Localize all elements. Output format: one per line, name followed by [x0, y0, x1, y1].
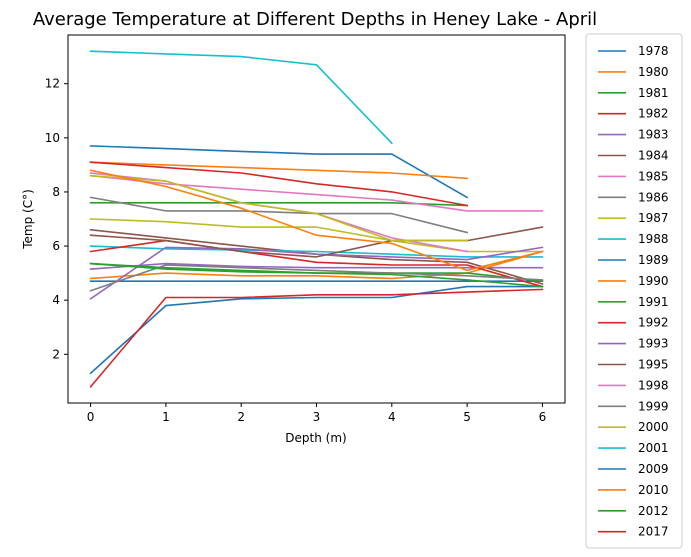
legend-item-1990: 1990: [598, 274, 669, 288]
series-line-2009: [89, 285, 544, 375]
legend-label: 2017: [638, 525, 669, 539]
chart-title: Average Temperature at Different Depths …: [33, 9, 597, 30]
legend-label: 1998: [638, 378, 669, 392]
legend-label: 1980: [638, 65, 669, 79]
legend-label: 1993: [638, 337, 669, 351]
legend-item-1991: 1991: [598, 295, 669, 309]
legend-item-1986: 1986: [598, 190, 669, 204]
legend-label: 1981: [638, 86, 669, 100]
plot-lines: [89, 50, 544, 388]
legend-label: 1990: [638, 274, 669, 288]
y-axis-label: Temp (C°): [21, 189, 35, 250]
legend-label: 1985: [638, 169, 669, 183]
y-tick-label: 2: [52, 347, 60, 361]
legend-item-1989: 1989: [598, 253, 669, 267]
series-line-1993: [89, 246, 544, 300]
x-axis-label: Depth (m): [285, 431, 346, 445]
y-tick-label: 12: [45, 77, 60, 91]
series-line-1985: [89, 174, 544, 212]
legend-label: 1988: [638, 232, 669, 246]
x-tick-label: 0: [87, 410, 95, 424]
legend-item-1982: 1982: [598, 107, 669, 121]
x-tick-label: 2: [237, 410, 245, 424]
series-line-1986: [89, 196, 469, 234]
series-line-2000: [89, 174, 468, 242]
legend-label: 2001: [638, 441, 669, 455]
legend-item-1978: 1978: [598, 44, 669, 58]
y-axis-ticks: 2 4 6 8 10 12: [45, 77, 68, 361]
x-tick-label: 6: [539, 410, 547, 424]
legend-item-2017: 2017: [598, 525, 669, 539]
y-tick-label: 6: [52, 239, 60, 253]
legend-label: 1992: [638, 316, 669, 330]
series-line-2010: [89, 169, 544, 272]
legend-label: 1989: [638, 253, 669, 267]
legend-item-1981: 1981: [598, 86, 669, 100]
legend-frame: [585, 33, 683, 549]
legend-label: 1987: [638, 211, 669, 225]
series-line-2001: [89, 50, 393, 145]
legend-label: 1983: [638, 128, 669, 142]
legend-item-1998: 1998: [598, 378, 669, 392]
plot-frame: [67, 34, 566, 404]
legend-label: 2010: [638, 483, 669, 497]
legend-label: 1999: [638, 399, 669, 413]
series-line-1999: [89, 264, 544, 292]
series-line-1980: [89, 161, 468, 180]
legend-item-2012: 2012: [598, 504, 669, 518]
legend-item-2009: 2009: [598, 462, 669, 476]
series-line-1981: [89, 202, 468, 207]
legend-item-1992: 1992: [598, 316, 669, 330]
y-tick-label: 10: [45, 131, 60, 145]
legend-item-1988: 1988: [598, 232, 669, 246]
x-tick-label: 4: [388, 410, 396, 424]
x-tick-label: 3: [313, 410, 321, 424]
legend-item-1993: 1993: [598, 337, 669, 351]
x-tick-label: 1: [162, 410, 170, 424]
series-line-1988: [89, 245, 544, 258]
legend-label: 2000: [638, 420, 669, 434]
legend-label: 1984: [638, 149, 669, 163]
series-line-1983: [89, 262, 544, 270]
legend-label: 2009: [638, 462, 669, 476]
legend-item-1995: 1995: [598, 358, 669, 372]
legend-item-1999: 1999: [598, 399, 669, 413]
legend-label: 1982: [638, 107, 669, 121]
legend-label: 1986: [638, 190, 669, 204]
legend-item-1980: 1980: [598, 65, 669, 79]
series-line-1978: [89, 145, 469, 199]
series-line-2012: [89, 262, 544, 288]
y-tick-label: 8: [52, 185, 60, 199]
legend-label: 1995: [638, 358, 669, 372]
legend-item-1984: 1984: [598, 149, 669, 163]
legend-item-2010: 2010: [598, 483, 669, 497]
x-axis-ticks: 0 1 2 3 4 5 6: [87, 403, 546, 424]
series-line-1982: [89, 161, 469, 207]
legend-item-2001: 2001: [598, 441, 669, 455]
legend-item-1983: 1983: [598, 128, 669, 142]
series-line-2017: [89, 288, 544, 388]
legend-label: 1978: [638, 44, 669, 58]
legend-item-2000: 2000: [598, 420, 669, 434]
legend: 1978 1980 1981 1982 1983 1984 1985 1986 1987 1988…: [598, 44, 669, 539]
legend-label: 2012: [638, 504, 669, 518]
x-tick-label: 5: [463, 410, 471, 424]
legend-item-1987: 1987: [598, 211, 669, 225]
legend-item-1985: 1985: [598, 169, 669, 183]
legend-label: 1991: [638, 295, 669, 309]
y-tick-label: 4: [52, 293, 60, 307]
